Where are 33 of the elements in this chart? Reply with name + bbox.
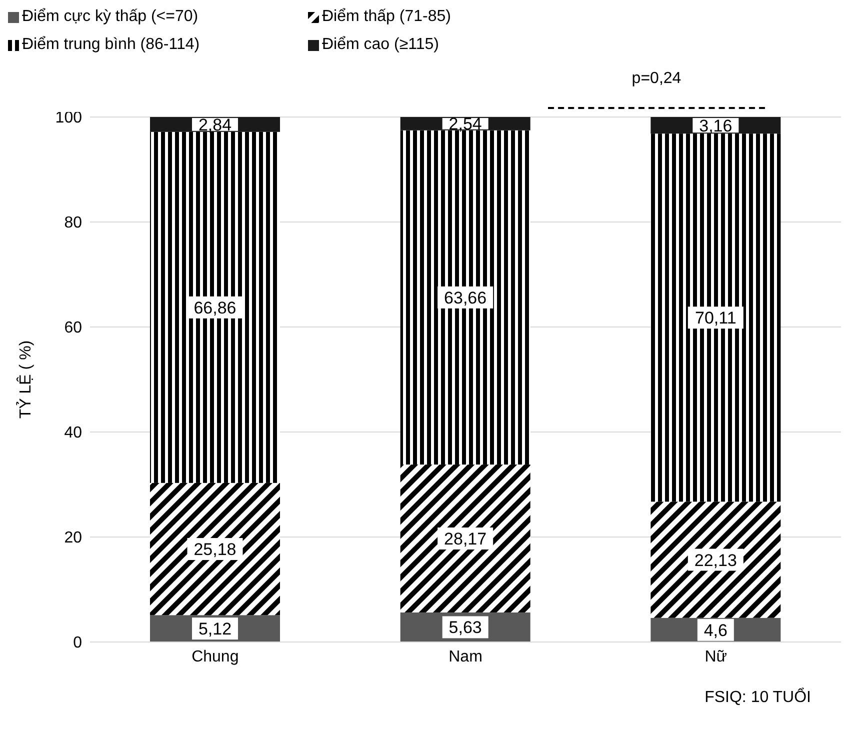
legend-label: Điểm cực kỳ thấp (<=70) [22,8,198,26]
y-axis-title: TỶ LỆ ( %) [16,340,35,419]
data-label: 5,12 [198,620,232,639]
legend-label: Điểm thấp (71-85) [322,8,451,26]
data-label: 28,17 [444,529,487,548]
y-tick-label: 20 [64,530,82,547]
legend-label: Điểm trung bình (86-114) [22,36,200,54]
bar [150,132,280,483]
text: p=0,24 [630,70,682,88]
bar [150,482,280,616]
data-label: 25,18 [194,540,236,560]
bar [400,464,530,612]
data-label: 4,6 [704,620,728,640]
data-label: 70,11 [695,308,736,328]
data-label: 2,84 [198,115,232,134]
bar [400,130,530,465]
x-axis-title: FSIQ: 10 TUỔI [704,687,811,706]
x-tick-label: Nữ [704,648,728,666]
data-label: 63,66 [444,288,487,308]
x-tick-label: Nam [448,648,482,666]
y-tick-label: 60 [64,320,82,337]
legend-label: Điểm cao (≥115) [322,36,439,54]
data-label: 5,63 [448,618,482,638]
data-label: 2,54 [448,114,482,134]
bar [650,134,781,502]
data-label: 22,13 [694,550,737,570]
y-tick-label: 0 [73,634,82,652]
x-tick-label: Chung [192,648,239,666]
data-label: 3,16 [699,116,732,136]
data-label: 66,86 [194,298,236,318]
y-tick-label: 80 [64,214,82,232]
y-tick-label: 40 [64,424,82,442]
bar [650,502,781,618]
